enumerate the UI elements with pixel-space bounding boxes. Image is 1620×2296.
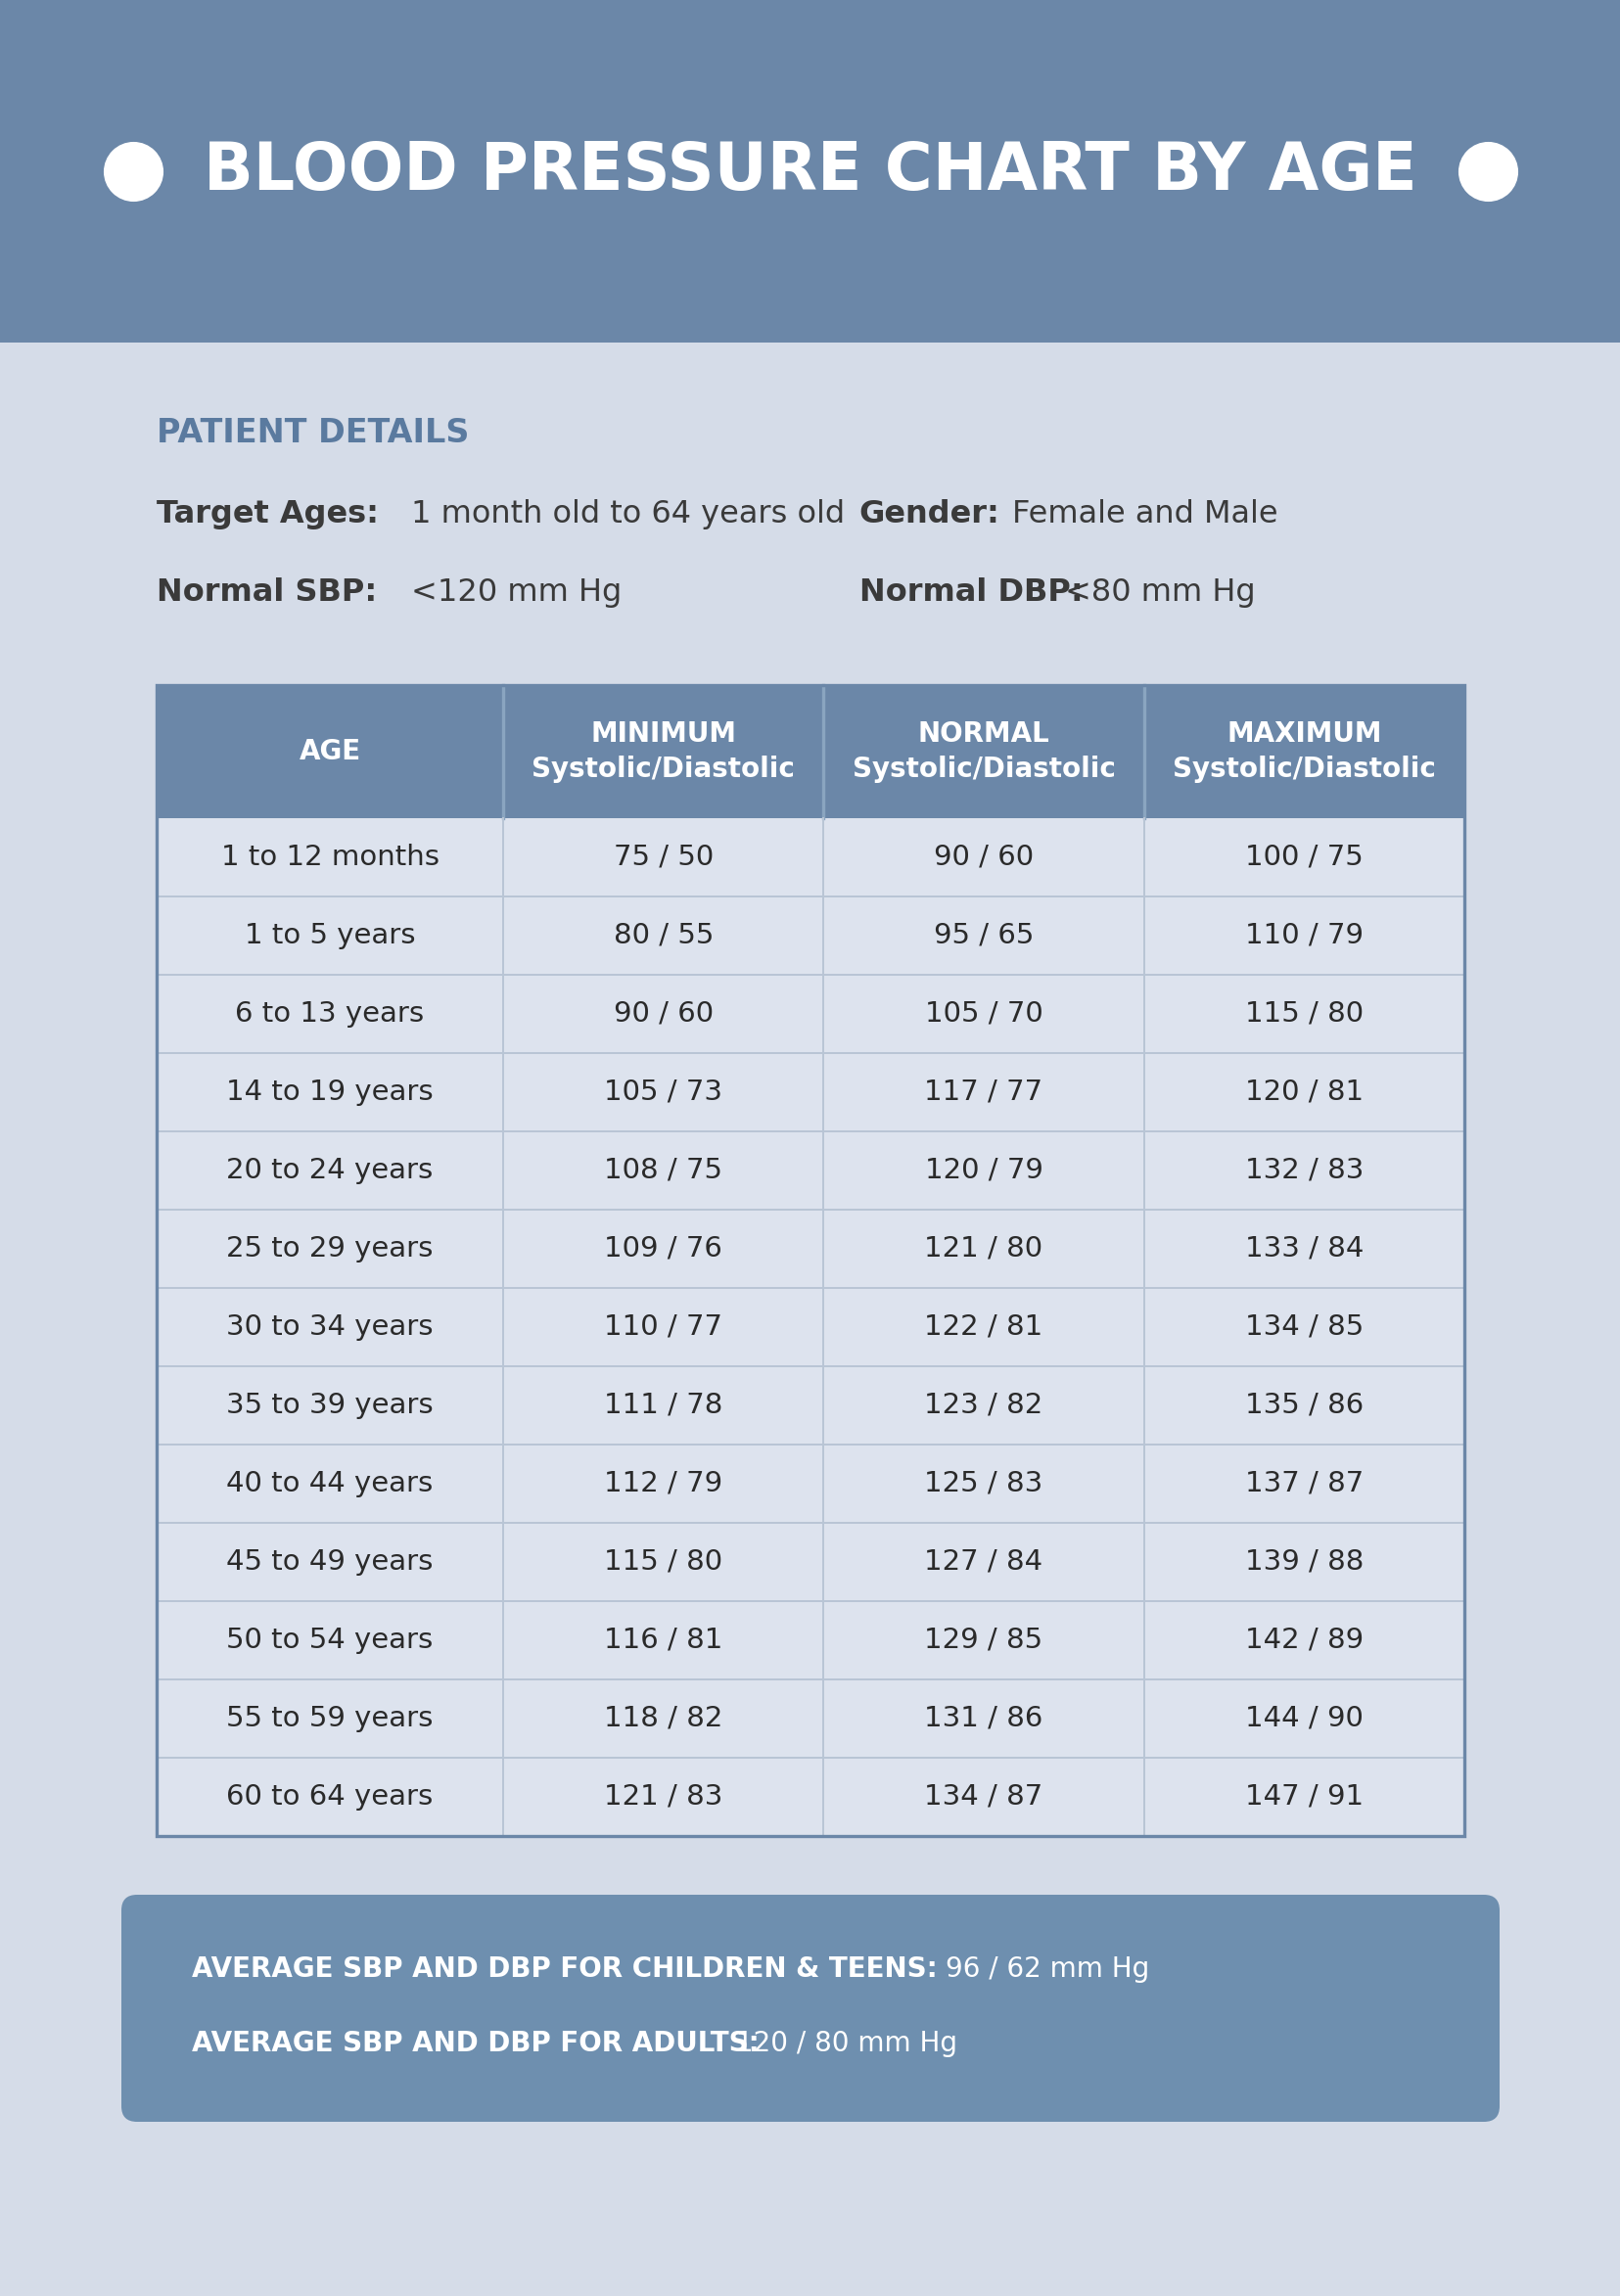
Text: 55 to 59 years: 55 to 59 years — [227, 1706, 433, 1731]
Text: 137 / 87: 137 / 87 — [1244, 1469, 1362, 1497]
Text: 111 / 78: 111 / 78 — [604, 1391, 723, 1419]
Text: 147 / 91: 147 / 91 — [1244, 1784, 1362, 1812]
Text: MAXIMUM
Systolic/Diastolic: MAXIMUM Systolic/Diastolic — [1171, 721, 1435, 783]
Text: 1 month old to 64 years old: 1 month old to 64 years old — [411, 498, 844, 530]
Text: <80 mm Hg: <80 mm Hg — [1064, 576, 1254, 608]
Text: 95 / 65: 95 / 65 — [933, 923, 1034, 948]
Text: <120 mm Hg: <120 mm Hg — [411, 576, 622, 608]
Text: 105 / 73: 105 / 73 — [604, 1079, 723, 1107]
Text: 75 / 50: 75 / 50 — [612, 843, 713, 870]
Text: 135 / 86: 135 / 86 — [1244, 1391, 1362, 1419]
Text: AGE: AGE — [298, 737, 361, 765]
Text: 1 to 5 years: 1 to 5 years — [245, 923, 415, 948]
Bar — [0, 0, 1620, 342]
Text: 45 to 49 years: 45 to 49 years — [227, 1548, 433, 1575]
Text: 142 / 89: 142 / 89 — [1244, 1626, 1362, 1653]
Text: 60 to 64 years: 60 to 64 years — [227, 1784, 433, 1812]
Text: AVERAGE SBP AND DBP FOR CHILDREN & TEENS:: AVERAGE SBP AND DBP FOR CHILDREN & TEENS… — [191, 1956, 936, 1984]
Text: 125 / 83: 125 / 83 — [923, 1469, 1043, 1497]
Text: 117 / 77: 117 / 77 — [923, 1079, 1042, 1107]
Text: 30 to 34 years: 30 to 34 years — [227, 1313, 433, 1341]
Text: 134 / 85: 134 / 85 — [1244, 1313, 1362, 1341]
Text: 132 / 83: 132 / 83 — [1244, 1157, 1362, 1185]
Text: 20 to 24 years: 20 to 24 years — [227, 1157, 433, 1185]
Text: 129 / 85: 129 / 85 — [923, 1626, 1042, 1653]
Text: 90 / 60: 90 / 60 — [612, 1001, 713, 1029]
Text: PATIENT DETAILS: PATIENT DETAILS — [157, 418, 468, 450]
Text: Female and Male: Female and Male — [1011, 498, 1277, 530]
Text: NORMAL
Systolic/Diastolic: NORMAL Systolic/Diastolic — [852, 721, 1115, 783]
Text: 120 / 80 mm Hg: 120 / 80 mm Hg — [735, 2030, 957, 2057]
Text: 122 / 81: 122 / 81 — [923, 1313, 1043, 1341]
Text: 123 / 82: 123 / 82 — [923, 1391, 1043, 1419]
Text: 116 / 81: 116 / 81 — [604, 1626, 723, 1653]
Text: 100 / 75: 100 / 75 — [1244, 843, 1362, 870]
Text: MINIMUM
Systolic/Diastolic: MINIMUM Systolic/Diastolic — [531, 721, 794, 783]
Text: 121 / 80: 121 / 80 — [923, 1235, 1042, 1263]
Text: AVERAGE SBP AND DBP FOR ADULTS:: AVERAGE SBP AND DBP FOR ADULTS: — [191, 2030, 758, 2057]
Text: 121 / 83: 121 / 83 — [604, 1784, 723, 1812]
Bar — [157, 817, 1463, 1837]
Text: Normal SBP:: Normal SBP: — [157, 576, 377, 608]
Text: 110 / 79: 110 / 79 — [1244, 923, 1362, 948]
Text: 105 / 70: 105 / 70 — [923, 1001, 1042, 1029]
Text: 134 / 87: 134 / 87 — [923, 1784, 1043, 1812]
Text: BLOOD PRESSURE CHART BY AGE: BLOOD PRESSURE CHART BY AGE — [204, 140, 1416, 204]
Text: 144 / 90: 144 / 90 — [1244, 1706, 1362, 1731]
Text: 110 / 77: 110 / 77 — [604, 1313, 723, 1341]
Text: 14 to 19 years: 14 to 19 years — [227, 1079, 433, 1107]
Text: 35 to 39 years: 35 to 39 years — [227, 1391, 433, 1419]
Text: 118 / 82: 118 / 82 — [604, 1706, 723, 1731]
Text: 131 / 86: 131 / 86 — [923, 1706, 1043, 1731]
Text: Gender:: Gender: — [859, 498, 1000, 530]
FancyBboxPatch shape — [122, 1894, 1499, 2122]
Text: 40 to 44 years: 40 to 44 years — [227, 1469, 433, 1497]
Text: 120 / 79: 120 / 79 — [923, 1157, 1042, 1185]
Text: 90 / 60: 90 / 60 — [933, 843, 1034, 870]
Text: 25 to 29 years: 25 to 29 years — [227, 1235, 433, 1263]
Text: 127 / 84: 127 / 84 — [923, 1548, 1042, 1575]
Text: 80 / 55: 80 / 55 — [612, 923, 713, 948]
Text: 108 / 75: 108 / 75 — [604, 1157, 723, 1185]
Text: 133 / 84: 133 / 84 — [1244, 1235, 1362, 1263]
Text: 120 / 81: 120 / 81 — [1244, 1079, 1362, 1107]
Text: 1 to 12 months: 1 to 12 months — [220, 843, 439, 870]
Text: 139 / 88: 139 / 88 — [1244, 1548, 1362, 1575]
Text: 6 to 13 years: 6 to 13 years — [235, 1001, 424, 1029]
Text: Target Ages:: Target Ages: — [157, 498, 379, 530]
Text: 50 to 54 years: 50 to 54 years — [227, 1626, 433, 1653]
Text: Normal DBP:: Normal DBP: — [859, 576, 1082, 608]
Text: 115 / 80: 115 / 80 — [1244, 1001, 1362, 1029]
Text: 112 / 79: 112 / 79 — [604, 1469, 723, 1497]
Bar — [157, 684, 1463, 1837]
Text: 115 / 80: 115 / 80 — [604, 1548, 723, 1575]
Text: 96 / 62 mm Hg: 96 / 62 mm Hg — [944, 1956, 1149, 1984]
Bar — [157, 684, 1463, 817]
Text: 109 / 76: 109 / 76 — [604, 1235, 723, 1263]
